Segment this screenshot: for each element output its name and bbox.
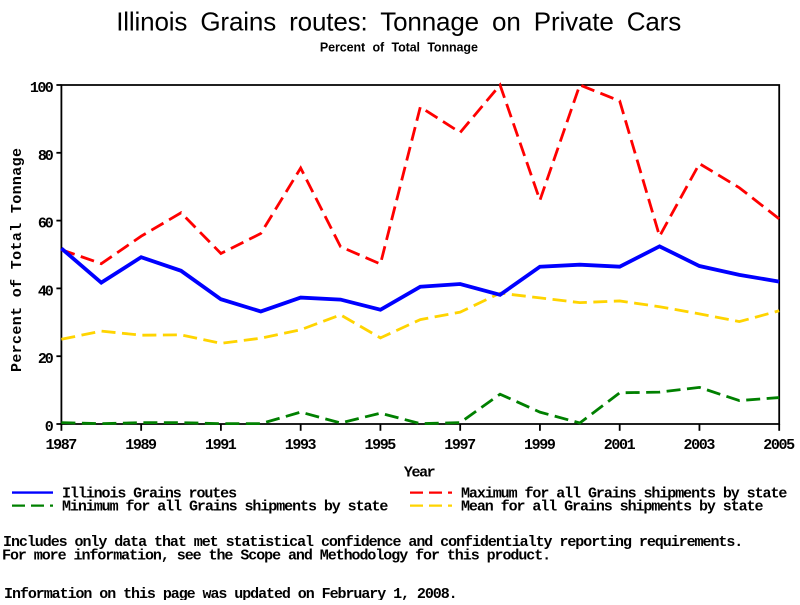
svg-text:2001: 2001	[604, 437, 636, 454]
svg-text:Percent of Total Tonnage: Percent of Total Tonnage	[320, 41, 478, 55]
svg-text:Illinois Grains routes: Illinois Grains routes	[62, 486, 237, 503]
svg-text:1987: 1987	[46, 437, 78, 454]
svg-text:Percent of Total Tonnage: Percent of Total Tonnage	[9, 148, 26, 372]
svg-text:Mean for all Grains shipments: Mean for all Grains shipments by state	[461, 499, 764, 516]
svg-text:Maximum for all Grains shipmen: Maximum for all Grains shipments by stat…	[461, 486, 787, 503]
svg-text:Year: Year	[404, 465, 436, 482]
svg-text:Information on this page was u: Information on this page was updated on …	[4, 586, 458, 600]
svg-text:1999: 1999	[524, 437, 556, 454]
svg-text:1995: 1995	[365, 437, 397, 454]
svg-text:For more information, see the: For more information, see the Scope and …	[2, 548, 551, 565]
svg-text:0: 0	[45, 419, 54, 436]
svg-text:100: 100	[30, 80, 54, 97]
svg-text:Includes only data that met st: Includes only data that met statistical …	[3, 534, 743, 551]
svg-text:1991: 1991	[205, 437, 237, 454]
svg-text:1997: 1997	[444, 437, 476, 454]
svg-text:80: 80	[38, 148, 54, 165]
svg-text:2003: 2003	[684, 437, 716, 454]
svg-text:2005: 2005	[763, 437, 795, 454]
svg-text:1989: 1989	[125, 437, 157, 454]
svg-text:1993: 1993	[285, 437, 317, 454]
svg-text:20: 20	[38, 351, 54, 368]
svg-text:40: 40	[38, 283, 54, 300]
svg-text:60: 60	[38, 216, 54, 233]
svg-text:Illinois Grains routes: Tonnag: Illinois Grains routes: Tonnage on Priva…	[116, 7, 681, 37]
svg-text:Minimum for all Grains shipmen: Minimum for all Grains shipments by stat…	[62, 499, 388, 516]
